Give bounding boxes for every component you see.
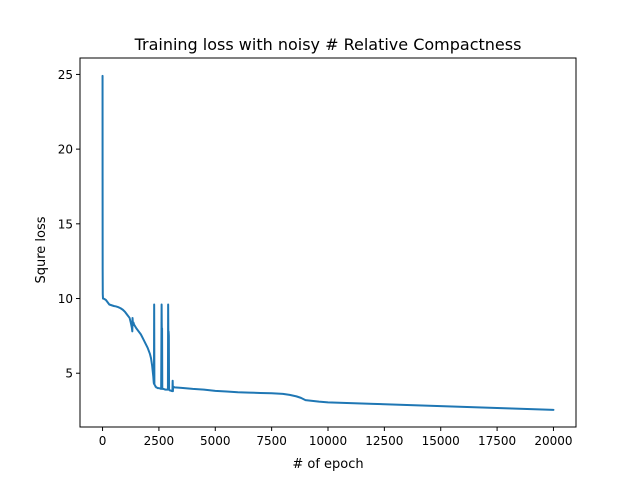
x-tick-label: 12500: [365, 434, 403, 448]
y-tick-label: 5: [65, 367, 73, 381]
x-axis-label: # of epoch: [292, 457, 363, 472]
chart-title: Training loss with noisy # Relative Comp…: [134, 35, 522, 54]
y-tick-label: 20: [58, 143, 73, 157]
x-tick-label: 20000: [534, 434, 572, 448]
axes: 0 2500 5000 7500 10000 12500 15000 17500 20000 5 1…: [58, 57, 577, 448]
x-tick-label: 2500: [144, 434, 175, 448]
y-tick-label: 15: [58, 217, 73, 231]
series-line-0: [101, 74, 555, 411]
y-axis-label: Squre loss: [34, 216, 49, 283]
x-tick-label: 0: [99, 434, 107, 448]
y-tick-label: 25: [58, 68, 73, 82]
x-tick-label: 10000: [309, 434, 347, 448]
y-tick-label: 10: [58, 292, 73, 306]
x-tick-label: 15000: [422, 434, 460, 448]
plot-area: [101, 74, 555, 411]
x-tick-label: 7500: [256, 434, 287, 448]
x-tick-label: 5000: [200, 434, 231, 448]
x-tick-label: 17500: [478, 434, 516, 448]
